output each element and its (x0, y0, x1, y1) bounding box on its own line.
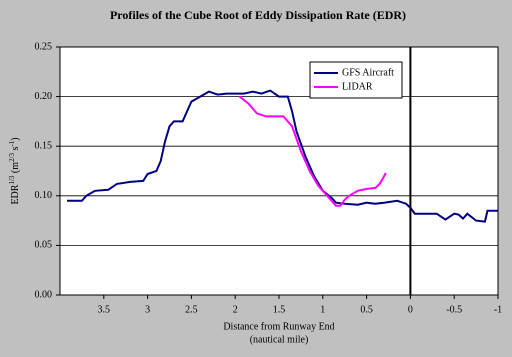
series-line (67, 89, 498, 223)
y-axis-label: EDR1/3 (m2/3 s-1) (8, 137, 22, 204)
y-tick-label: 0.10 (35, 190, 53, 201)
y-tick-label: 0.15 (35, 140, 53, 151)
chart-title: Profiles of the Cube Root of Eddy Dissip… (110, 8, 406, 22)
x-tick-label: 0.5 (360, 304, 373, 315)
y-label-part: EDR (10, 184, 21, 204)
plot-border (59, 46, 499, 296)
y-label-sup: 1/3 (8, 175, 16, 184)
x-tick-label: 3.5 (98, 304, 111, 315)
x-axis-label: Distance from Runway End (223, 321, 334, 332)
x-tick-label: 1.5 (273, 304, 286, 315)
y-tick-label: 0.05 (35, 240, 53, 251)
x-tick-label: -0.5 (446, 304, 462, 315)
x-tick-label: 2.5 (185, 304, 198, 315)
y-label-part: s (10, 147, 21, 154)
y-tick-label: 0.20 (35, 91, 53, 102)
x-tick-label: 1 (320, 304, 325, 315)
legend-label: GFS Aircraft (342, 67, 394, 78)
x-axis-label: (nautical mile) (250, 334, 309, 345)
series-line (238, 95, 387, 207)
x-tick-label: 0 (408, 304, 413, 315)
y-label-sup: -1 (8, 140, 16, 146)
y-tick-label: 0.00 (35, 289, 53, 300)
y-tick-label: 0.25 (35, 41, 53, 52)
y-label-part: ) (10, 137, 21, 140)
y-label-part: (m (10, 162, 21, 176)
y-label-sup: 2/3 (8, 153, 16, 162)
plot-area (60, 47, 498, 295)
x-tick-label: -1 (494, 304, 502, 315)
legend-label: LIDAR (342, 81, 373, 92)
x-tick-label: 2 (233, 304, 238, 315)
x-tick-label: 3 (145, 304, 150, 315)
legend-box (309, 61, 403, 99)
